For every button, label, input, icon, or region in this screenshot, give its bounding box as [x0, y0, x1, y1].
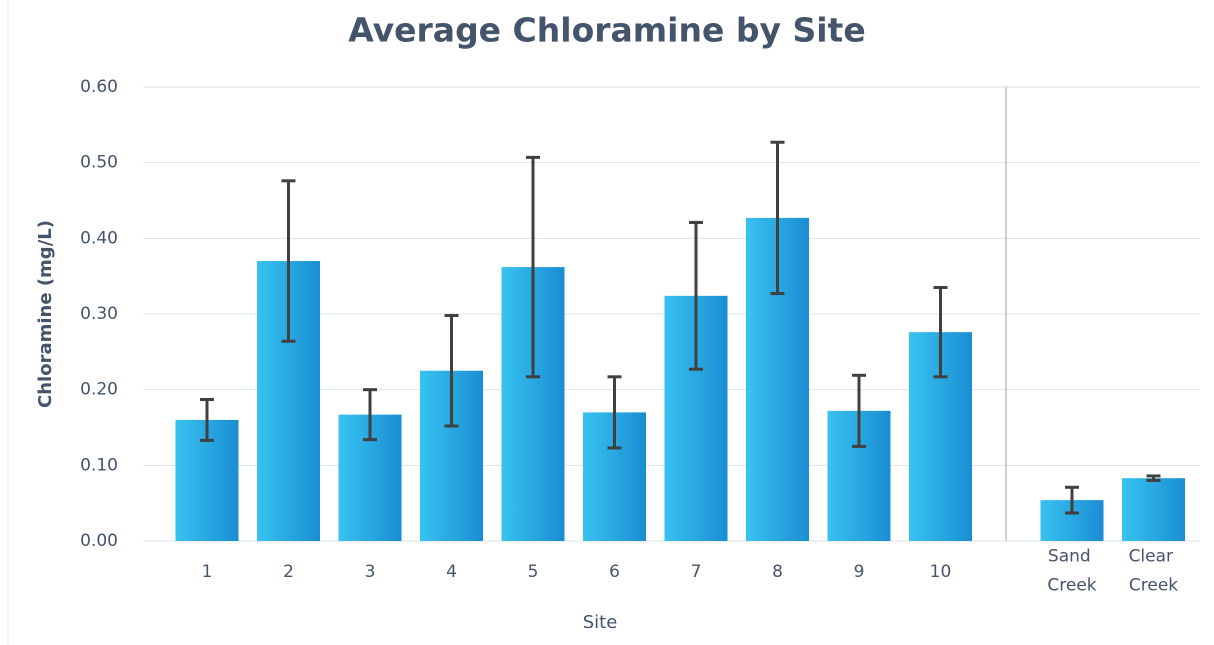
x-tick-label: 5 [528, 562, 539, 582]
y-tick-label: 0.60 [80, 77, 118, 97]
chart-title: Average Chloramine by Site [348, 11, 865, 50]
x-tick-label: 1 [202, 562, 213, 582]
error-bar [933, 286, 948, 379]
error-bar [444, 314, 459, 428]
error-bar [852, 373, 866, 448]
x-tick-label: 9 [854, 562, 865, 582]
x-tick-label: 7 [691, 562, 702, 582]
error-bar [526, 155, 540, 379]
error-bar [607, 375, 622, 450]
error-bar [770, 140, 785, 296]
y-tick-label: 0.50 [80, 153, 118, 173]
bar [1122, 478, 1185, 541]
error-bar [363, 388, 377, 442]
error-bar [1146, 474, 1161, 482]
x-tick-label: 8 [772, 562, 783, 582]
x-tick-label: Sand Creek [1047, 547, 1096, 596]
y-tick-label: 0.00 [80, 531, 118, 551]
error-bar [689, 220, 703, 371]
y-tick-label: 0.30 [80, 304, 118, 324]
y-tick-label: 0.20 [80, 380, 118, 400]
y-tick-label: 0.10 [80, 455, 118, 475]
x-tick-label: 10 [930, 562, 952, 582]
error-bar [1065, 485, 1079, 515]
x-tick-label: 6 [609, 562, 620, 582]
x-axis-label: Site [583, 612, 618, 633]
y-tick-label: 0.40 [80, 228, 118, 248]
x-tick-label: 4 [446, 562, 457, 582]
x-tick-label: 2 [283, 562, 294, 582]
x-tick-label: 3 [365, 562, 376, 582]
error-bar [281, 179, 296, 343]
error-bar [200, 398, 214, 442]
y-axis-label: Chloramine (mg/L) [35, 220, 56, 408]
x-tick-label: Clear Creek [1129, 547, 1179, 596]
